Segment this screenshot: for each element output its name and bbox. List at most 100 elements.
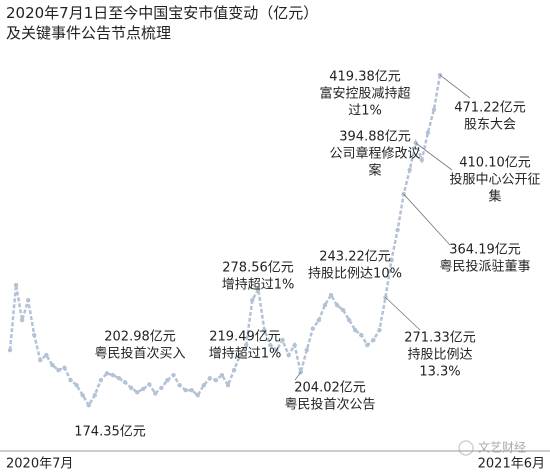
point (268, 342, 273, 348)
point (189, 387, 194, 393)
point (286, 352, 291, 358)
point (407, 167, 412, 173)
point (310, 326, 316, 331)
point (431, 107, 437, 112)
point (280, 337, 285, 343)
point (243, 342, 249, 348)
point (25, 297, 31, 303)
annotation: 243.22亿元 (319, 250, 391, 265)
point (389, 257, 394, 263)
point (80, 392, 85, 398)
point (74, 382, 79, 388)
point (365, 342, 370, 348)
point (201, 382, 207, 388)
point (110, 372, 116, 378)
point (425, 130, 431, 135)
annotation: 271.33亿元 (404, 331, 476, 346)
annotation: 案 (368, 164, 381, 179)
annotation: 粤民投首次公告 (284, 397, 375, 413)
annotation: 增持超过1% (222, 278, 295, 293)
annotation: 13.3% (419, 365, 460, 380)
chart-title: 及关键事件公告节点梳理 (6, 24, 171, 42)
point (104, 371, 110, 376)
point (86, 403, 91, 408)
point (340, 307, 346, 313)
point (147, 382, 152, 387)
point (62, 365, 67, 370)
point (183, 387, 188, 393)
annotation: 204.02亿元 (294, 381, 366, 396)
point (219, 372, 225, 378)
point (322, 302, 328, 308)
point (68, 377, 73, 383)
point (159, 385, 164, 391)
annotation: 202.98亿元 (104, 330, 176, 345)
point (44, 352, 49, 358)
point (32, 332, 37, 338)
point (122, 380, 128, 385)
point (213, 377, 219, 383)
point (304, 347, 309, 353)
point (262, 327, 267, 333)
annotation: 股东大会 (464, 118, 516, 133)
annotation: 粤民投首次买入 (94, 346, 185, 362)
point (13, 282, 19, 288)
point (395, 227, 400, 233)
x-tick-label: 2021年6月 (478, 457, 545, 472)
x-tick-label: 2020年7月 (6, 457, 73, 472)
point (141, 386, 146, 392)
point (328, 292, 334, 298)
annotation: 过1% (348, 104, 382, 119)
point (165, 377, 170, 383)
point (171, 372, 176, 378)
watermark-icon (458, 440, 474, 456)
annotation: 富安控股减持超 (319, 86, 410, 102)
point (92, 392, 97, 398)
annotation: 持股比例达10% (308, 267, 402, 282)
point (116, 376, 122, 381)
point (250, 297, 255, 303)
point (419, 157, 425, 163)
annotation: 174.35亿元 (74, 425, 146, 440)
leader-line (415, 142, 453, 171)
point (256, 287, 261, 292)
point (38, 357, 43, 363)
point (153, 391, 158, 396)
annotation: 公司章程修改议 (329, 146, 420, 162)
leader-line (385, 297, 421, 331)
point (231, 367, 237, 373)
point (195, 392, 200, 398)
point (292, 342, 297, 348)
point (371, 337, 376, 343)
point (207, 376, 213, 381)
watermark: 文艺财经 (478, 440, 526, 455)
point (50, 362, 55, 368)
annotation: 364.19亿元 (449, 243, 521, 258)
leader-line (294, 371, 302, 381)
point (377, 327, 382, 333)
point (7, 347, 13, 353)
annotation: 持股比例达 (407, 348, 472, 363)
point (177, 382, 182, 388)
annotation: 394.88亿元 (339, 130, 411, 145)
point (346, 317, 352, 323)
point (359, 332, 364, 338)
point (225, 382, 231, 388)
annotation: 278.56亿元 (222, 261, 294, 276)
point (353, 327, 358, 333)
annotation: 粤民投派驻董事 (439, 259, 530, 275)
point (334, 302, 340, 308)
point (98, 377, 104, 383)
point (128, 385, 134, 391)
point (316, 317, 322, 323)
point (274, 347, 279, 353)
annotation: 419.38亿元 (329, 70, 401, 85)
point (134, 390, 140, 395)
point (237, 352, 243, 358)
annotation: 投服中心公开征 (449, 172, 540, 188)
point (56, 367, 61, 373)
annotation: 增持超过1% (209, 347, 282, 362)
leader-line (439, 74, 471, 99)
annotation: 集 (488, 189, 501, 205)
